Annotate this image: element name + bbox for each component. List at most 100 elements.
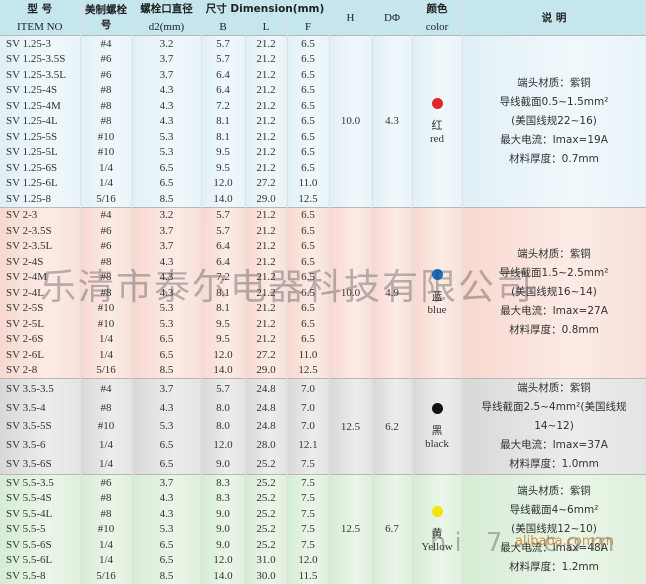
table-row: SV 2-5S #10 5.3 8.1 21.2 6.5	[0, 300, 646, 316]
dim-b-cell: 5.7	[201, 223, 246, 239]
table-row: SV 1.25-4L #8 4.3 8.1 21.2 6.5	[0, 113, 646, 129]
item-no-cell: SV 2-3	[0, 206, 81, 223]
screw-size-cell: #10	[80, 300, 133, 316]
dim-b-cell: 5.7	[201, 51, 246, 67]
description-line: 端头材质：紫铜	[517, 76, 591, 89]
dim-b-cell: 14.0	[201, 568, 246, 584]
description-cell: 端头材质：紫铜 导线截面2.5~4mm²(美国线规14~12) 最大电流：Imax=…	[462, 378, 646, 475]
header-b: B	[201, 18, 246, 36]
item-no-cell: SV 2-4L	[0, 285, 81, 301]
color-dot-icon	[431, 97, 443, 109]
dim-b-cell: 9.0	[201, 506, 246, 522]
dim-f-cell: 6.5	[287, 300, 330, 316]
screw-size-cell: #4	[80, 206, 133, 223]
item-no-cell: SV 3.5-5S	[0, 417, 81, 436]
dim-b-cell: 5.7	[201, 35, 246, 52]
dim-h-cell: 10.0	[329, 35, 373, 207]
item-no-cell: SV 2-5L	[0, 316, 81, 332]
dim-f-cell: 6.5	[287, 35, 330, 52]
item-no-cell: SV 5.5-5	[0, 521, 81, 537]
dim-l-cell: 25.2	[245, 537, 288, 553]
dim-l-cell: 25.2	[245, 490, 288, 506]
screw-size-cell: #10	[80, 316, 133, 332]
dim-f-cell: 6.5	[287, 316, 330, 332]
dim-b-cell: 8.0	[201, 417, 246, 436]
screw-size-cell: #8	[80, 506, 133, 522]
dim-l-cell: 21.2	[245, 316, 288, 332]
dim-b-cell: 8.3	[201, 490, 246, 506]
description-line: (美国线规16~14)	[511, 286, 597, 299]
dim-b-cell: 12.0	[201, 175, 246, 191]
screw-size-cell: 1/4	[80, 175, 133, 191]
item-no-cell: SV 1.25-4L	[0, 113, 81, 129]
table-row: SV 3.5-3.5 #4 3.7 5.7 24.8 7.0 12.5 6.2 黑 black 端头…	[0, 378, 646, 475]
dim-l-cell: 21.2	[245, 285, 288, 301]
screw-size-cell: 1/4	[80, 552, 133, 568]
dim-d-cell: 4.3	[372, 35, 413, 207]
table-row: SV 3.5-5S #10 5.3 8.0 24.8 7.0	[0, 417, 646, 436]
dim-l-cell: 25.2	[245, 474, 288, 491]
screw-size-cell: #6	[80, 238, 133, 254]
header-model-cn: 型 号	[0, 0, 81, 18]
description-line: 最大电流：Imax=27A	[500, 305, 608, 318]
dim-l-cell: 21.2	[245, 144, 288, 160]
screw-size-cell: #6	[80, 51, 133, 67]
screw-size-cell: 1/4	[80, 331, 133, 347]
bolt-diameter-cell: 6.5	[132, 435, 202, 455]
dim-f-cell: 6.5	[287, 144, 330, 160]
dim-f-cell: 12.0	[287, 552, 330, 568]
dim-b-cell: 9.5	[201, 160, 246, 176]
table-row: SV 2-3.5S #6 3.7 5.7 21.2 6.5	[0, 223, 646, 239]
dim-f-cell: 6.5	[287, 129, 330, 145]
dim-b-cell: 5.7	[201, 378, 246, 399]
screw-size-cell: #6	[80, 67, 133, 83]
bolt-diameter-cell: 8.5	[132, 568, 202, 584]
table-row: SV 1.25-3.5L #6 3.7 6.4 21.2 6.5	[0, 67, 646, 83]
bolt-diameter-cell: 4.3	[132, 98, 202, 114]
screw-size-cell: #4	[80, 35, 133, 52]
dim-b-cell: 6.4	[201, 254, 246, 270]
dim-l-cell: 21.2	[245, 82, 288, 98]
dim-f-cell: 6.5	[287, 285, 330, 301]
dim-b-cell: 9.5	[201, 316, 246, 332]
dim-l-cell: 21.2	[245, 223, 288, 239]
bolt-diameter-cell: 6.5	[132, 331, 202, 347]
description-line: 端头材质：紫铜	[517, 382, 591, 394]
item-no-cell: SV 2-3.5S	[0, 223, 81, 239]
color-name-cn: 蓝	[431, 291, 443, 304]
dim-b-cell: 6.4	[201, 67, 246, 83]
color-cell: 黑 black	[412, 378, 463, 475]
table-row: SV 1.25-5L #10 5.3 9.5 21.2 6.5	[0, 144, 646, 160]
dim-b-cell: 6.4	[201, 238, 246, 254]
color-dot-icon	[431, 269, 443, 281]
dim-b-cell: 12.0	[201, 347, 246, 363]
dim-f-cell: 7.0	[287, 398, 330, 418]
dim-l-cell: 21.2	[245, 269, 288, 285]
table-row: SV 1.25-3.5S #6 3.7 5.7 21.2 6.5	[0, 51, 646, 67]
item-no-cell: SV 2-6S	[0, 331, 81, 347]
dim-b-cell: 8.1	[201, 285, 246, 301]
spec-table-body: SV 1.25-3 #4 3.2 5.7 21.2 6.5 10.0 4.3 红 red 端头材质：…	[0, 35, 646, 584]
item-no-cell: SV 2-6L	[0, 347, 81, 363]
table-row: SV 2-6S 1/4 6.5 9.5 21.2 6.5	[0, 331, 646, 347]
screw-size-cell: 1/4	[80, 160, 133, 176]
color-cell: 蓝 blue	[412, 206, 463, 379]
screw-size-cell: #8	[80, 285, 133, 301]
screw-size-cell: #8	[80, 398, 133, 418]
dim-f-cell: 6.5	[287, 82, 330, 98]
item-no-cell: SV 5.5-6S	[0, 537, 81, 553]
description-cell: 端头材质：紫铜 导线截面4~6mm² (美国线规12~10) 最大电流：Imax=48…	[462, 474, 646, 584]
dim-f-cell: 7.5	[287, 490, 330, 506]
item-no-cell: SV 3.5-6S	[0, 454, 81, 475]
bolt-diameter-cell: 6.5	[132, 552, 202, 568]
bolt-diameter-cell: 4.3	[132, 490, 202, 506]
item-no-cell: SV 5.5-6L	[0, 552, 81, 568]
header-color-cn: 颜色	[412, 0, 463, 18]
dim-l-cell: 24.8	[245, 417, 288, 436]
screw-size-cell: #8	[80, 82, 133, 98]
dim-b-cell: 12.0	[201, 435, 246, 455]
screw-size-cell: #10	[80, 521, 133, 537]
bolt-diameter-cell: 6.5	[132, 347, 202, 363]
description-line: 最大电流：Imax=48A	[500, 541, 608, 554]
dim-b-cell: 9.0	[201, 454, 246, 475]
